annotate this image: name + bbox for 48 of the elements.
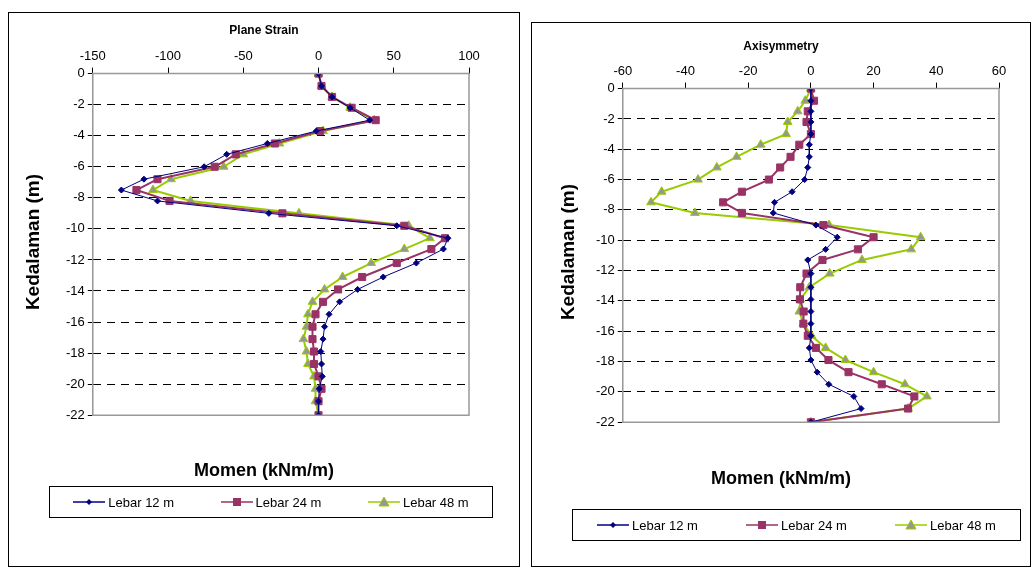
x-tick-label: 20: [866, 63, 881, 79]
y-tick-label: -6: [73, 158, 85, 174]
y-tick-label: -12: [595, 262, 615, 278]
x-tick-label: 40: [929, 63, 944, 79]
y-tick-label: -22: [595, 413, 615, 429]
x-tick-label: 0: [314, 48, 323, 64]
y-axis-title: Kedalaman (m): [557, 182, 579, 323]
legend-label: Lebar 48 m: [930, 517, 996, 533]
y-tick-label: -14: [65, 282, 85, 298]
y-tick-label: -4: [73, 127, 85, 143]
legend-label: Lebar 24 m: [781, 517, 847, 533]
x-tick-label: -40: [676, 63, 695, 79]
y-tick-label: -4: [603, 140, 615, 156]
x-axis-title: Momen (kNm/m): [710, 468, 852, 489]
x-tick-label: -60: [613, 63, 633, 79]
x-tick-label: -150: [79, 48, 106, 64]
y-tick-label: -10: [595, 231, 615, 247]
x-tick-label: 100: [458, 48, 480, 64]
x-tick-label: 60: [991, 63, 1007, 79]
x-axis-title: Momen (kNm/m): [193, 460, 335, 481]
y-tick-label: -12: [65, 251, 85, 267]
y-tick-label: -2: [73, 96, 85, 112]
y-tick-label: 0: [607, 80, 615, 96]
y-tick-label: -16: [65, 313, 85, 329]
y-tick-label: -2: [603, 110, 615, 126]
y-axis-title: Kedalaman (m): [22, 172, 44, 313]
y-tick-label: -22: [65, 406, 85, 422]
y-tick-label: -14: [595, 292, 615, 308]
y-tick-label: -6: [603, 171, 615, 187]
y-tick-label: -10: [65, 220, 85, 236]
y-tick-label: -20: [65, 375, 85, 391]
chart-title: Axisymmetry: [742, 39, 820, 53]
y-tick-label: -8: [603, 201, 615, 217]
x-tick-label: -20: [738, 63, 758, 79]
chart-title: Plane Strain: [228, 23, 300, 37]
y-tick-label: -16: [595, 322, 615, 338]
legend-label: Lebar 48 m: [402, 494, 469, 510]
y-tick-label: -20: [595, 383, 615, 399]
x-tick-label: 50: [386, 48, 401, 64]
legend-label: Lebar 12 m: [108, 494, 175, 510]
legend-label: Lebar 12 m: [632, 517, 698, 533]
x-tick-label: -100: [155, 48, 182, 64]
x-tick-label: 0: [807, 63, 815, 79]
y-tick-label: -18: [65, 344, 85, 360]
legend-label: Lebar 24 m: [255, 494, 322, 510]
y-tick-label: -18: [595, 353, 615, 369]
x-tick-label: -50: [233, 48, 253, 64]
y-tick-label: -8: [73, 189, 85, 205]
